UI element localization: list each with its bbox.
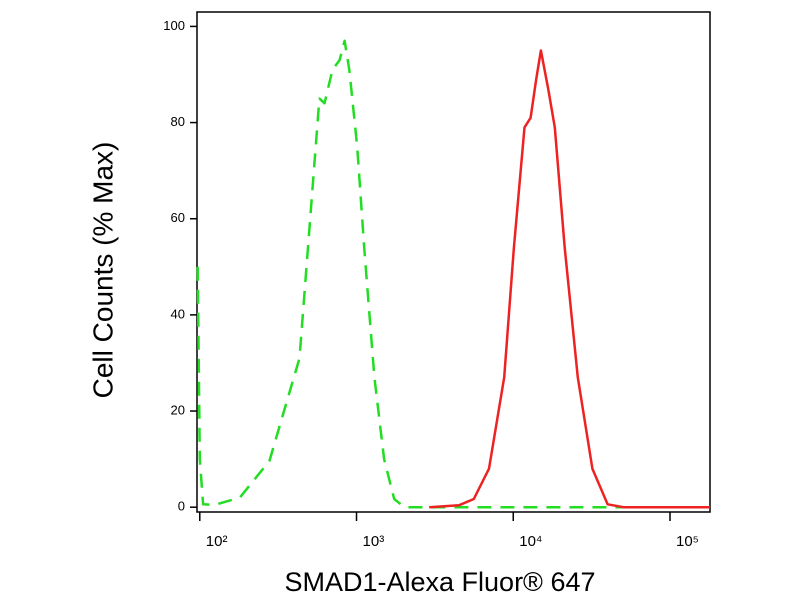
y-tick-label: 0 bbox=[178, 499, 185, 514]
series-line bbox=[196, 39, 698, 509]
y-tick-label: 60 bbox=[171, 210, 185, 225]
y-tick-label: 40 bbox=[171, 306, 185, 321]
y-tick-label: 100 bbox=[163, 18, 185, 33]
x-tick-label: 10⁵ bbox=[676, 533, 699, 550]
plot-frame bbox=[196, 11, 711, 513]
y-axis-label: Cell Counts (% Max) bbox=[87, 142, 118, 399]
x-axis-label: SMAD1-Alexa Fluor® 647 bbox=[284, 567, 595, 597]
x-tick-label: 10⁴ bbox=[519, 533, 542, 550]
y-tick-label: 80 bbox=[171, 114, 185, 129]
y-tick-label: 20 bbox=[171, 402, 185, 417]
series-line bbox=[429, 49, 710, 509]
x-tick-label: 10³ bbox=[363, 533, 385, 550]
x-tick-label: 10² bbox=[206, 533, 228, 550]
